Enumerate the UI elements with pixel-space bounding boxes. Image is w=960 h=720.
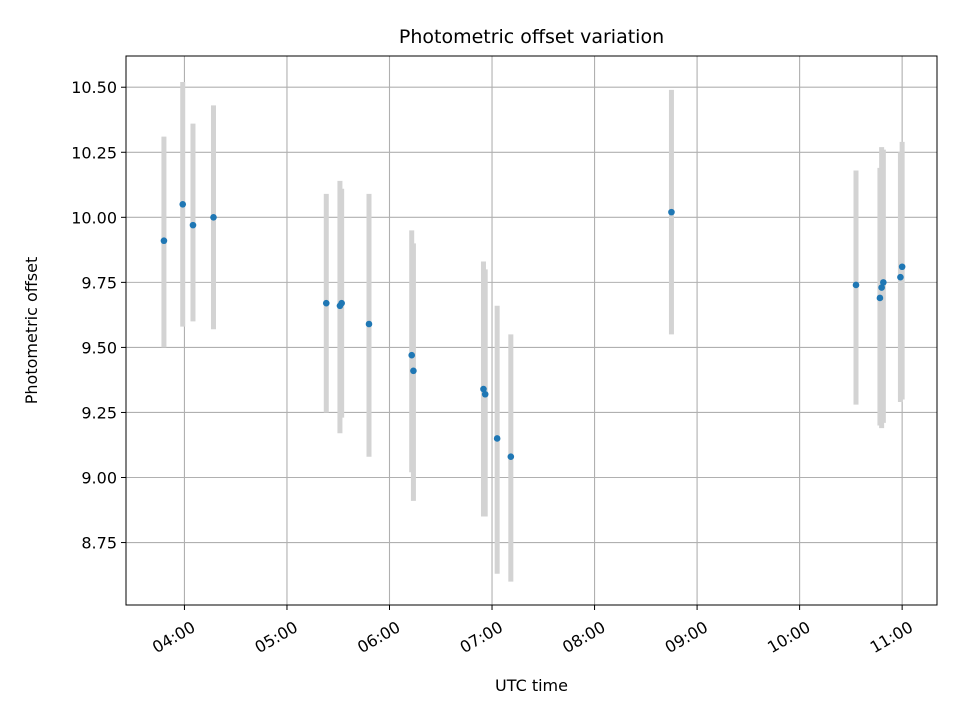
data-point [481, 390, 489, 398]
data-point [507, 453, 515, 460]
data-point [160, 237, 168, 245]
y-tick-label: 9.50 [81, 338, 117, 357]
data-point [493, 435, 501, 442]
plot-frame [125, 55, 938, 606]
data-point [189, 221, 197, 229]
data-point [668, 208, 675, 216]
data-points [160, 201, 906, 460]
data-point [876, 294, 884, 302]
data-point [898, 263, 906, 271]
data-point [880, 279, 887, 286]
data-point [322, 299, 330, 307]
data-point [897, 273, 904, 281]
x-axis-title: UTC time [495, 676, 568, 695]
data-point [408, 351, 416, 359]
y-tick-label: 10.00 [71, 208, 117, 227]
y-axis-ticks: 8.75 9.00 9.25 9.50 9.75 10.00 10.25 10.50 [71, 78, 126, 553]
data-point [480, 385, 487, 393]
chart-title: Photometric offset variation [399, 26, 664, 48]
data-point [210, 214, 217, 221]
plot-area [126, 56, 937, 605]
data-point [878, 284, 885, 291]
y-tick-label: 9.25 [81, 403, 117, 422]
y-tick-label: 10.25 [71, 143, 117, 162]
y-tick-label: 9.00 [81, 469, 117, 488]
data-point [365, 320, 373, 328]
data-point [410, 367, 417, 375]
data-point [852, 281, 860, 289]
y-tick-label: 9.75 [81, 273, 117, 292]
data-point [338, 299, 345, 307]
y-tick-label: 8.75 [81, 534, 117, 553]
y-tick-label: 10.50 [71, 78, 117, 97]
data-point [179, 201, 187, 208]
y-axis-title: Photometric offset [22, 257, 41, 405]
